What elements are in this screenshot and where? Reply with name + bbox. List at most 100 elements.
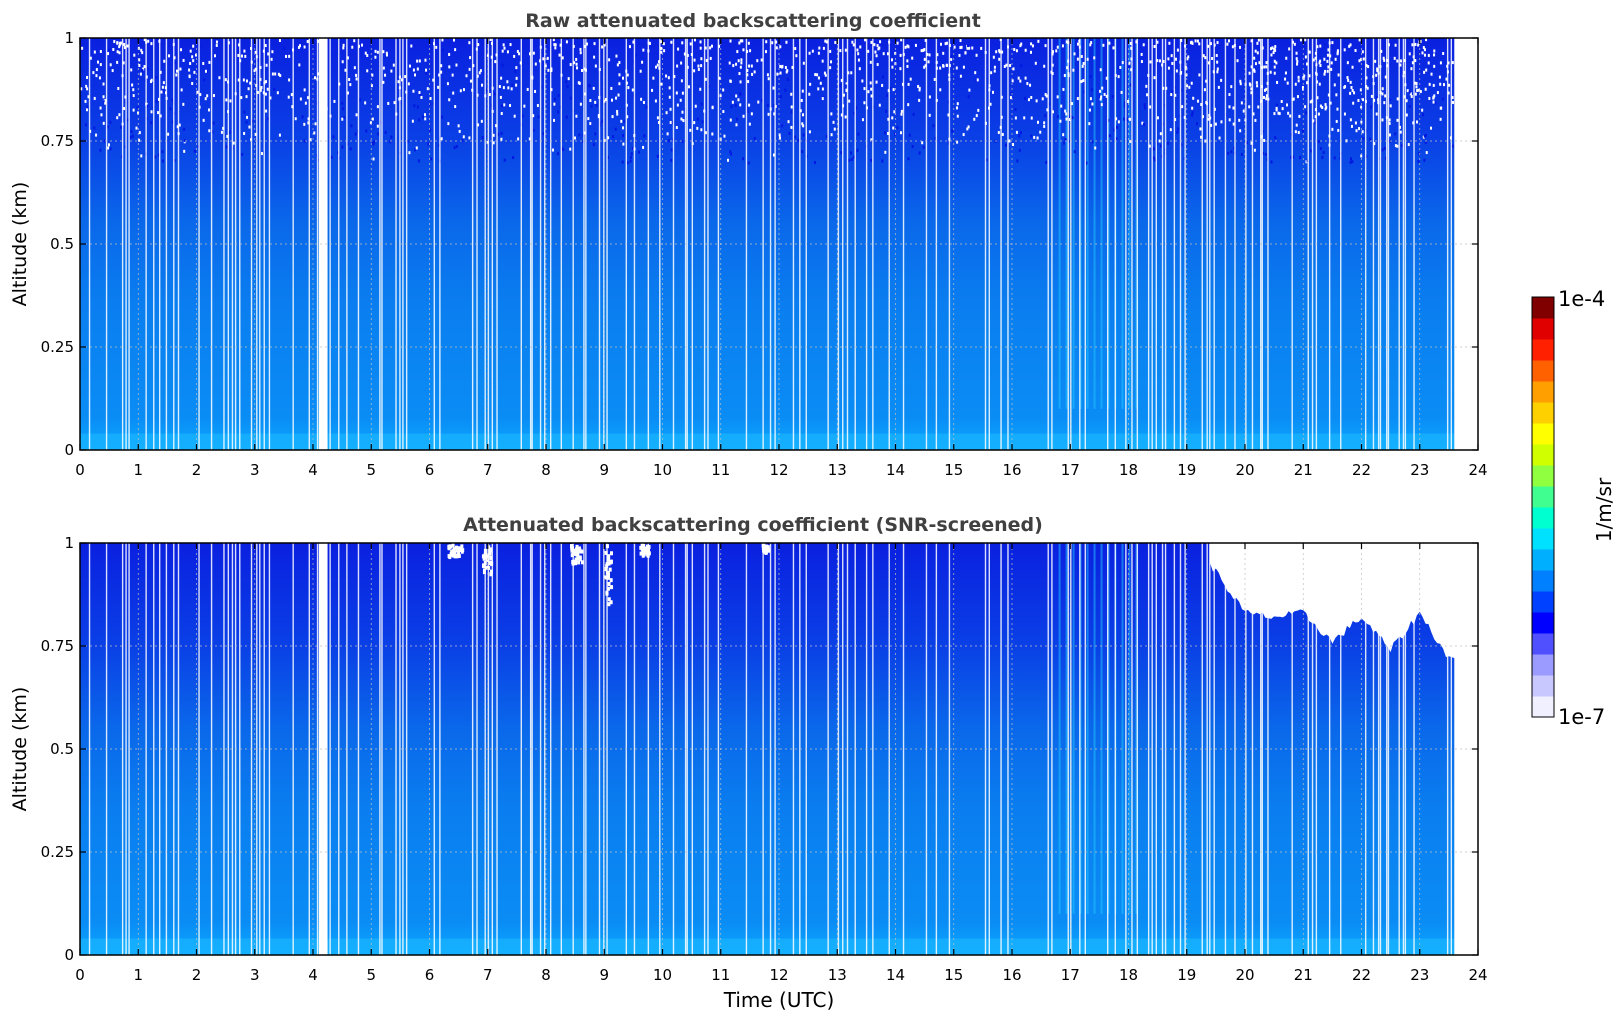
noise-speckle [131, 134, 134, 138]
noise-speckle [1358, 38, 1361, 42]
data-dropout-line [198, 38, 200, 450]
data-dropout-line [1209, 543, 1211, 955]
data-dropout-line [198, 543, 200, 955]
data-dropout-line [707, 38, 709, 450]
noise-speckle [1344, 85, 1347, 89]
noise-speckle [1321, 155, 1324, 159]
x-tick-label: 10 [653, 966, 672, 984]
noise-speckle [587, 117, 590, 121]
data-dropout-line [799, 38, 801, 450]
data-dropout-line [544, 543, 546, 955]
noise-speckle [906, 64, 909, 68]
noise-speckle [928, 95, 931, 99]
noise-speckle [851, 40, 854, 44]
noise-speckle [875, 80, 878, 84]
noise-speckle [267, 52, 270, 56]
noise-speckle [104, 101, 107, 105]
noise-speckle [1295, 51, 1298, 55]
noise-speckle [699, 40, 702, 44]
noise-speckle [907, 157, 910, 161]
screened-out-region [1210, 543, 1455, 659]
noise-speckle [756, 59, 759, 63]
noise-speckle [753, 136, 756, 140]
noise-speckle [515, 83, 518, 87]
noise-speckle [1292, 155, 1295, 159]
data-dropout-line [1398, 38, 1400, 450]
noise-speckle [1100, 95, 1103, 99]
noise-speckle [1264, 152, 1267, 156]
noise-speckle [1070, 102, 1073, 106]
noise-speckle [495, 124, 498, 128]
noise-speckle [109, 147, 112, 151]
screened-patch [453, 550, 457, 555]
noise-speckle [1405, 113, 1408, 117]
noise-speckle [927, 60, 930, 64]
data-dropout-line [379, 543, 381, 955]
noise-speckle [766, 73, 769, 77]
screened-patch [641, 550, 645, 555]
noise-speckle [178, 123, 181, 127]
noise-speckle [1216, 67, 1219, 71]
noise-speckle [412, 68, 415, 72]
noise-speckle [971, 46, 974, 50]
noise-speckle [1396, 144, 1399, 148]
screened-patch [639, 545, 643, 550]
x-tick-label: 14 [886, 966, 905, 984]
noise-speckle [303, 139, 306, 143]
y-tick-label: 0.75 [41, 132, 74, 150]
noise-speckle [748, 103, 751, 107]
noise-speckle [1330, 61, 1333, 65]
noise-speckle [788, 131, 791, 135]
noise-speckle [486, 141, 489, 145]
noise-speckle [1358, 59, 1361, 63]
noise-speckle [132, 94, 135, 98]
noise-speckle [501, 49, 504, 53]
noise-speckle [932, 124, 935, 128]
noise-speckle [883, 131, 886, 135]
data-dropout-line [239, 38, 241, 450]
noise-speckle [109, 120, 112, 124]
noise-speckle [196, 90, 199, 94]
noise-speckle [1310, 149, 1313, 153]
noise-speckle [876, 44, 879, 48]
noise-speckle [1261, 151, 1264, 155]
noise-speckle [287, 95, 290, 99]
noise-speckle [441, 115, 444, 119]
noise-speckle [1120, 90, 1123, 94]
data-dropout-line [1251, 543, 1254, 955]
noise-speckle [1360, 105, 1363, 109]
noise-speckle [509, 103, 512, 107]
noise-speckle [655, 65, 658, 69]
noise-speckle [1375, 73, 1378, 77]
noise-speckle [1335, 119, 1338, 123]
noise-speckle [1055, 49, 1058, 53]
noise-speckle [428, 128, 431, 132]
noise-speckle [1121, 61, 1124, 65]
noise-speckle [552, 38, 555, 42]
noise-speckle [584, 45, 587, 49]
noise-speckle [670, 158, 673, 162]
noise-speckle [1324, 69, 1327, 73]
noise-speckle [776, 72, 779, 76]
noise-speckle [1117, 66, 1120, 70]
noise-speckle [1085, 161, 1088, 165]
noise-speckle [642, 145, 645, 149]
noise-speckle [1326, 53, 1329, 57]
noise-speckle [387, 101, 390, 105]
noise-speckle [909, 77, 912, 81]
noise-speckle [174, 61, 177, 65]
noise-speckle [1030, 134, 1033, 138]
noise-speckle [1262, 95, 1265, 99]
noise-speckle [1023, 116, 1026, 120]
noise-speckle [697, 64, 700, 68]
data-dropout-line [1267, 38, 1269, 450]
screened-patch [607, 572, 611, 577]
noise-speckle [839, 49, 842, 53]
noise-speckle [494, 60, 497, 64]
noise-speckle [968, 46, 971, 50]
noise-speckle [1228, 105, 1231, 109]
noise-speckle [651, 88, 654, 92]
noise-speckle [693, 58, 696, 62]
noise-speckle [1301, 85, 1304, 89]
noise-speckle [992, 55, 995, 59]
